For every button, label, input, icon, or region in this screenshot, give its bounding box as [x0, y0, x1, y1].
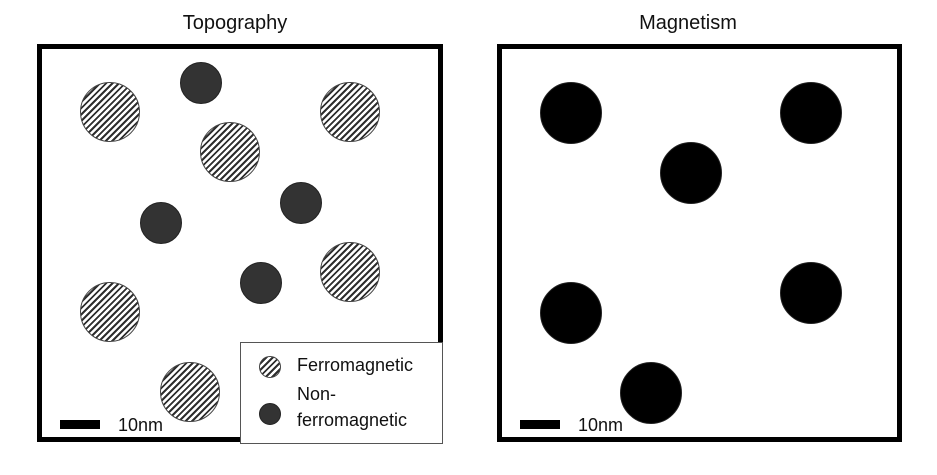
magnetic-signal-particle [780, 82, 842, 144]
magnetism-scale-label: 10nm [578, 415, 624, 435]
topography-scale-label: 10nm [118, 415, 164, 435]
legend-ferromagnetic-label: Ferromagnetic [297, 355, 414, 375]
magnetism-panel: 10nm [497, 44, 902, 442]
ferromagnetic-particle [320, 242, 380, 302]
legend-ferromagnetic-swatch [259, 356, 281, 378]
ferromagnetic-particle [80, 82, 140, 142]
non-ferromagnetic-particle [140, 202, 182, 244]
legend-non-ferromagnetic-label-line1: Non- [297, 384, 337, 404]
magnetism-scale-bar [520, 420, 560, 429]
non-ferromagnetic-particle [240, 262, 282, 304]
magnetic-signal-particle [780, 262, 842, 324]
magnetism-title: Magnetism [639, 12, 737, 34]
ferromagnetic-particle [160, 362, 220, 422]
legend-non-ferromagnetic-label-line2: ferromagnetic [297, 410, 408, 430]
magnetic-signal-particle [660, 142, 722, 204]
magnetic-signal-particle [620, 362, 682, 424]
ferromagnetic-particle [80, 282, 140, 342]
legend: Ferromagnetic Non- ferromagnetic [240, 342, 443, 444]
magnetic-signal-particle [540, 282, 602, 344]
topography-scale-bar [60, 420, 100, 429]
topography-panel: 10nm Ferromagnetic Non- ferromagnetic [37, 44, 443, 444]
ferromagnetic-particle [320, 82, 380, 142]
magnetic-signal-particle [540, 82, 602, 144]
non-ferromagnetic-particle [180, 62, 222, 104]
ferromagnetic-particle [200, 122, 260, 182]
non-ferromagnetic-particle [280, 182, 322, 224]
legend-non-ferromagnetic-swatch [259, 403, 281, 425]
topography-title: Topography [182, 12, 288, 34]
